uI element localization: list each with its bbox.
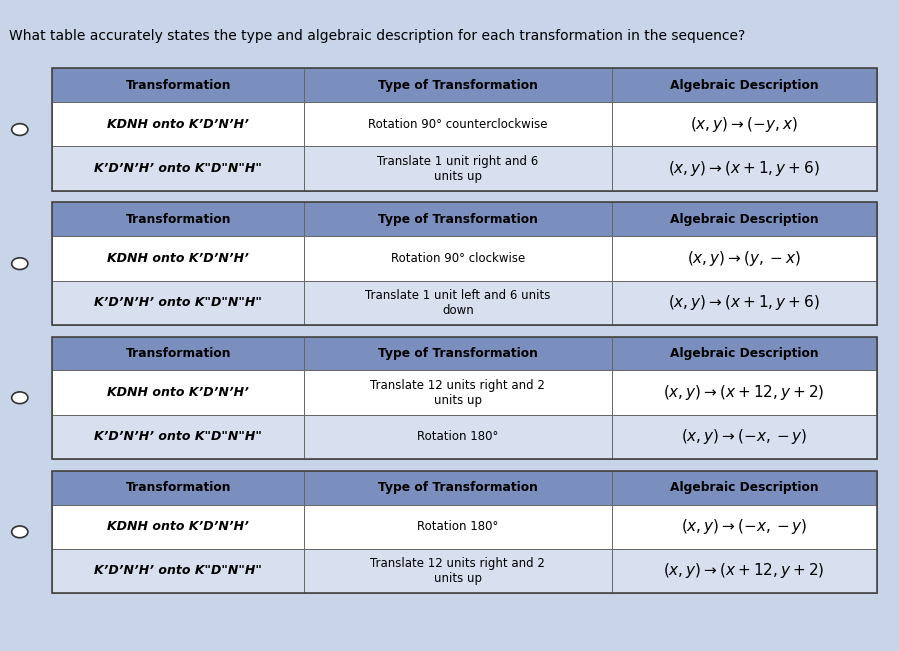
Text: K’D’N’H’ onto K"D"N"H": K’D’N’H’ onto K"D"N"H"	[94, 430, 263, 443]
Text: Algebraic Description: Algebraic Description	[670, 213, 818, 226]
Text: Rotation 180°: Rotation 180°	[417, 430, 499, 443]
Circle shape	[12, 526, 28, 538]
Bar	[52, 68, 304, 102]
Bar	[52, 102, 304, 146]
Text: $({x},{y}) \rightarrow (-{x},-{y})$: $({x},{y}) \rightarrow (-{x},-{y})$	[681, 517, 807, 536]
Text: Translate 1 unit left and 6 units
down: Translate 1 unit left and 6 units down	[365, 288, 550, 317]
Bar	[304, 337, 611, 370]
Text: Transformation: Transformation	[125, 347, 231, 360]
Bar	[304, 202, 611, 236]
Bar	[304, 68, 611, 102]
Text: K’D’N’H’ onto K"D"N"H": K’D’N’H’ onto K"D"N"H"	[94, 564, 263, 577]
Bar	[52, 471, 304, 505]
Bar	[52, 505, 304, 549]
Text: K’D’N’H’ onto K"D"N"H": K’D’N’H’ onto K"D"N"H"	[94, 296, 263, 309]
Text: Rotation 90° counterclockwise: Rotation 90° counterclockwise	[369, 118, 547, 131]
Text: $({x},{y}) \rightarrow (-{x},-{y})$: $({x},{y}) \rightarrow (-{x},-{y})$	[681, 427, 807, 447]
Circle shape	[12, 258, 28, 270]
Bar	[611, 471, 877, 505]
Text: $({x},{y}) \rightarrow (-{y},{x})$: $({x},{y}) \rightarrow (-{y},{x})$	[690, 115, 798, 134]
Bar	[0, 0, 899, 39]
Bar	[304, 236, 611, 281]
Text: Algebraic Description: Algebraic Description	[670, 347, 818, 360]
Text: $({x},{y}) \rightarrow ({x}+1,{y}+6)$: $({x},{y}) \rightarrow ({x}+1,{y}+6)$	[668, 159, 820, 178]
Bar	[611, 102, 877, 146]
Text: Transformation: Transformation	[125, 79, 231, 92]
Bar	[611, 281, 877, 325]
Text: What table accurately states the type and algebraic description for each transfo: What table accurately states the type an…	[9, 29, 745, 44]
Bar	[304, 281, 611, 325]
Bar	[52, 202, 304, 236]
Text: Translate 12 units right and 2
units up: Translate 12 units right and 2 units up	[370, 557, 546, 585]
Bar	[52, 370, 304, 415]
Text: KDNH onto K’D’N’H’: KDNH onto K’D’N’H’	[107, 118, 249, 131]
Bar	[52, 337, 877, 459]
Bar	[52, 281, 304, 325]
Text: Translate 1 unit right and 6
units up: Translate 1 unit right and 6 units up	[378, 154, 539, 183]
Text: $({x},{y}) \rightarrow ({x}+12,{y}+2)$: $({x},{y}) \rightarrow ({x}+12,{y}+2)$	[663, 561, 824, 581]
Text: Type of Transformation: Type of Transformation	[378, 481, 538, 494]
Text: Type of Transformation: Type of Transformation	[378, 79, 538, 92]
Bar	[611, 68, 877, 102]
Text: KDNH onto K’D’N’H’: KDNH onto K’D’N’H’	[107, 520, 249, 533]
Text: $({x},{y}) \rightarrow ({y},-{x})$: $({x},{y}) \rightarrow ({y},-{x})$	[688, 249, 801, 268]
Text: Translate 12 units right and 2
units up: Translate 12 units right and 2 units up	[370, 378, 546, 407]
Text: $({x},{y}) \rightarrow ({x}+1,{y}+6)$: $({x},{y}) \rightarrow ({x}+1,{y}+6)$	[668, 293, 820, 312]
Text: Transformation: Transformation	[125, 213, 231, 226]
Bar	[611, 415, 877, 459]
Text: KDNH onto K’D’N’H’: KDNH onto K’D’N’H’	[107, 252, 249, 265]
Text: Rotation 180°: Rotation 180°	[417, 520, 499, 533]
Bar	[611, 202, 877, 236]
Bar	[304, 146, 611, 191]
Circle shape	[12, 392, 28, 404]
Text: Type of Transformation: Type of Transformation	[378, 347, 538, 360]
Text: Algebraic Description: Algebraic Description	[670, 481, 818, 494]
Bar	[611, 549, 877, 593]
Bar	[52, 236, 304, 281]
Bar	[304, 505, 611, 549]
Text: K’D’N’H’ onto K"D"N"H": K’D’N’H’ onto K"D"N"H"	[94, 162, 263, 175]
Bar	[52, 202, 877, 325]
Bar	[611, 146, 877, 191]
Bar	[304, 549, 611, 593]
Bar	[52, 146, 304, 191]
Bar	[52, 415, 304, 459]
Text: Algebraic Description: Algebraic Description	[670, 79, 818, 92]
Bar	[52, 337, 304, 370]
Text: Type of Transformation: Type of Transformation	[378, 213, 538, 226]
Bar	[611, 337, 877, 370]
Bar	[304, 102, 611, 146]
Bar	[611, 370, 877, 415]
Text: $({x},{y}) \rightarrow ({x}+12,{y}+2)$: $({x},{y}) \rightarrow ({x}+12,{y}+2)$	[663, 383, 824, 402]
Bar	[52, 549, 304, 593]
Bar	[52, 471, 877, 593]
Bar	[611, 236, 877, 281]
Bar	[304, 415, 611, 459]
Text: Transformation: Transformation	[125, 481, 231, 494]
Text: KDNH onto K’D’N’H’: KDNH onto K’D’N’H’	[107, 386, 249, 399]
Bar	[304, 370, 611, 415]
Bar	[304, 471, 611, 505]
Circle shape	[12, 124, 28, 135]
Bar	[52, 68, 877, 191]
Text: Rotation 90° clockwise: Rotation 90° clockwise	[391, 252, 525, 265]
Bar	[611, 505, 877, 549]
